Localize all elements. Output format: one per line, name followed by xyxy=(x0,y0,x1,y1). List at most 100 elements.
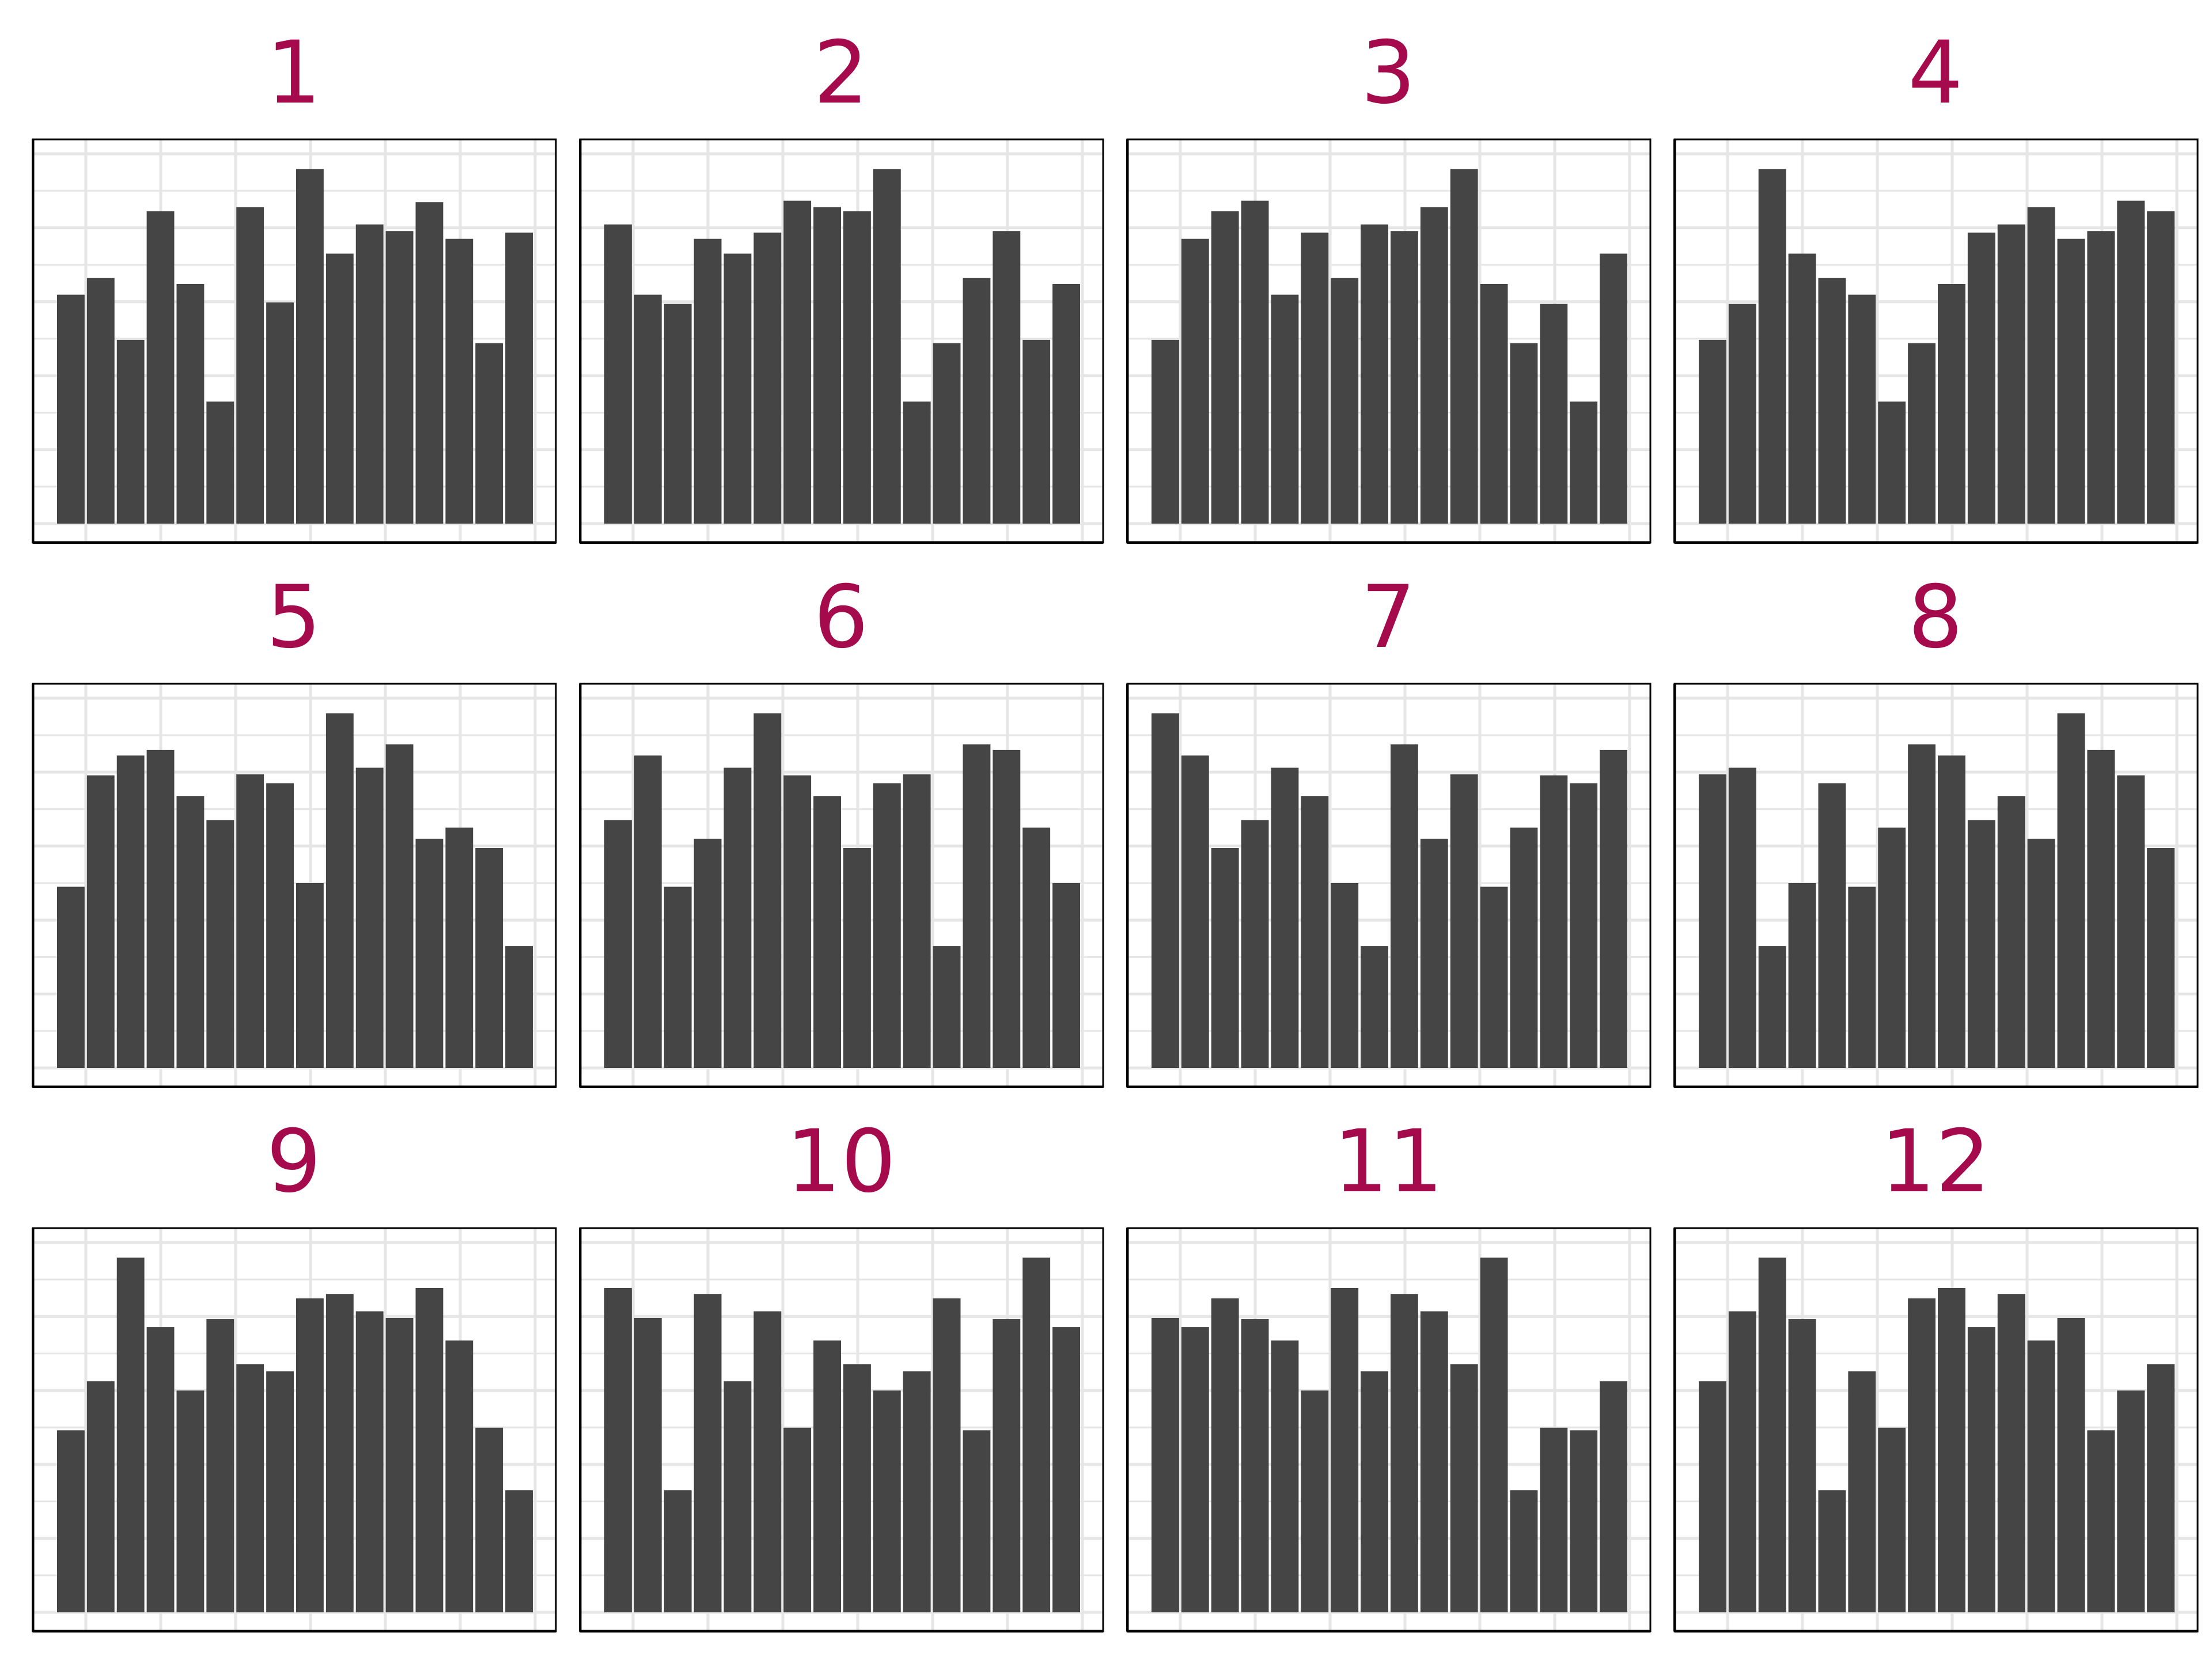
bar xyxy=(1908,744,1936,1068)
chart-title: 12 xyxy=(1880,1112,1991,1212)
bar xyxy=(116,1257,145,1612)
chart-panel: 1 xyxy=(32,0,557,544)
bar xyxy=(146,211,175,524)
bar xyxy=(176,1390,204,1612)
bar xyxy=(993,749,1021,1068)
bar xyxy=(206,820,234,1068)
bar xyxy=(2027,1340,2055,1612)
bar xyxy=(445,827,474,1068)
bar xyxy=(2147,1364,2175,1612)
bar xyxy=(86,775,115,1068)
bar xyxy=(1211,848,1239,1068)
bar xyxy=(993,231,1021,524)
bar xyxy=(1331,883,1359,1068)
bar xyxy=(1728,304,1756,524)
bar xyxy=(1420,838,1448,1068)
bar xyxy=(783,200,812,524)
bar xyxy=(266,783,294,1068)
bar xyxy=(1152,339,1179,524)
bar xyxy=(2057,238,2085,524)
plot-area xyxy=(32,1227,557,1633)
chart-title: 6 xyxy=(813,567,869,668)
bar xyxy=(843,211,871,524)
plot-area xyxy=(1126,683,1652,1088)
bar xyxy=(813,1340,841,1612)
bar xyxy=(1570,402,1598,524)
bar xyxy=(783,1427,812,1612)
bar xyxy=(1600,1381,1627,1612)
bar xyxy=(475,1427,503,1612)
bar xyxy=(1540,775,1568,1068)
bar xyxy=(2117,775,2145,1068)
bar xyxy=(1271,767,1299,1068)
bar xyxy=(1967,232,1995,524)
bar xyxy=(176,283,204,524)
bar xyxy=(843,1364,871,1612)
chart-panel: 3 xyxy=(1126,0,1652,544)
bar xyxy=(266,302,294,524)
bar xyxy=(2117,200,2145,524)
bar xyxy=(2147,848,2175,1068)
bar xyxy=(1878,1427,1906,1612)
bar xyxy=(1788,253,1816,524)
plot-area xyxy=(1673,683,2199,1088)
bar xyxy=(1699,774,1726,1068)
bar xyxy=(2117,1390,2145,1612)
plot-area xyxy=(579,1227,1104,1633)
bar xyxy=(2057,713,2085,1068)
bar xyxy=(963,1430,991,1612)
plot-area xyxy=(1126,1227,1652,1633)
bar xyxy=(1997,224,2025,524)
plot-group xyxy=(579,138,1104,544)
bar xyxy=(694,238,722,524)
bar xyxy=(1450,169,1478,524)
bar xyxy=(176,796,204,1068)
plot-group xyxy=(1673,138,2199,544)
bar xyxy=(86,1381,115,1612)
bar xyxy=(116,339,145,524)
bar xyxy=(813,207,841,524)
bar xyxy=(753,1311,782,1612)
chart-panel: 6 xyxy=(579,544,1104,1088)
bar xyxy=(1361,946,1388,1068)
bar xyxy=(415,1287,444,1612)
bar xyxy=(1878,402,1906,524)
bar xyxy=(843,848,871,1068)
bar xyxy=(753,713,782,1068)
bar xyxy=(1878,827,1906,1068)
bar xyxy=(1301,232,1329,524)
bar xyxy=(933,1298,961,1612)
bar xyxy=(873,1390,901,1612)
plot-group xyxy=(579,1227,1104,1633)
bar xyxy=(266,1371,294,1612)
bar xyxy=(724,767,752,1068)
bar xyxy=(505,946,533,1068)
plot-group xyxy=(1126,1227,1652,1633)
bar xyxy=(963,744,991,1068)
bar xyxy=(1052,283,1080,524)
chart-panel: 9 xyxy=(32,1089,557,1633)
bar xyxy=(1331,1287,1359,1612)
bar xyxy=(445,238,474,524)
bar xyxy=(1480,1257,1508,1612)
bar xyxy=(1818,1490,1846,1612)
bar xyxy=(933,946,961,1068)
bar xyxy=(1938,755,1965,1068)
chart-panel: 8 xyxy=(1673,544,2199,1088)
bar xyxy=(1600,253,1627,524)
bar xyxy=(664,1490,692,1612)
bar xyxy=(1450,1364,1478,1612)
bar xyxy=(1848,294,1876,524)
bar xyxy=(1301,1390,1329,1612)
bar xyxy=(1331,278,1359,524)
bar xyxy=(903,774,931,1068)
bar xyxy=(1908,343,1936,524)
bar xyxy=(1181,1327,1209,1612)
bar xyxy=(1938,283,1965,524)
bar xyxy=(1022,339,1051,524)
bar xyxy=(355,1311,384,1612)
bar xyxy=(1699,339,1726,524)
bar xyxy=(86,278,115,524)
bar xyxy=(1391,744,1418,1068)
plot-group xyxy=(1126,683,1652,1088)
